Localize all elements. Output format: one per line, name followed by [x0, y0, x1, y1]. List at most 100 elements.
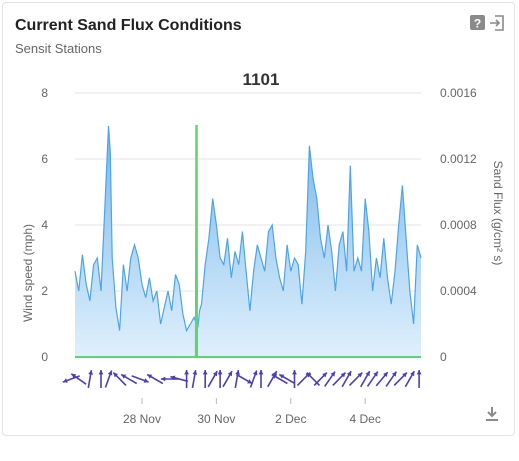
wind-direction-arrow — [360, 370, 371, 388]
arrow-head — [202, 370, 208, 375]
wind-direction-arrow — [207, 370, 218, 388]
arrow-head — [322, 372, 327, 378]
y-tick-label: 8 — [41, 86, 48, 100]
arrow-head — [227, 371, 232, 377]
y-tick-label: 2 — [41, 284, 48, 298]
arrow-head — [88, 370, 93, 375]
sand-flux-line — [75, 125, 421, 358]
arrow-head — [143, 378, 149, 383]
arrow-head — [252, 370, 258, 376]
y2-axis-label: Sand Flux (g/cm² s) — [491, 161, 505, 266]
wind-direction-arrow — [222, 370, 233, 388]
x-tick-label: 2 Dec — [275, 412, 306, 426]
wind-direction-arrow — [375, 371, 389, 387]
wind-direction-arrows — [62, 369, 422, 389]
x-tick-label: 28 Nov — [123, 412, 161, 426]
wind-direction-arrow — [271, 373, 288, 385]
wind-direction-arrow — [87, 369, 93, 389]
y-tick-label: 4 — [41, 218, 48, 232]
arrow-head — [279, 374, 285, 379]
arrow-head — [121, 374, 127, 379]
arrow-head — [365, 371, 370, 377]
y2-tick-label: 0 — [440, 350, 447, 364]
arrow-head — [160, 376, 166, 382]
arrow-head — [330, 371, 335, 377]
arrow-head — [402, 372, 407, 378]
wind-direction-arrow — [160, 376, 179, 382]
wind-direction-arrow — [70, 373, 87, 385]
arrow-head — [113, 372, 119, 378]
wind-direction-arrow — [234, 369, 240, 389]
arrow-head — [235, 370, 240, 375]
arrow-head — [373, 371, 378, 377]
wind-direction-arrow — [104, 370, 113, 388]
wind-direction-arrow — [341, 370, 352, 388]
wind-direction-arrow — [278, 373, 296, 385]
arrow-head — [62, 378, 68, 383]
arrow-head — [292, 370, 297, 375]
y2-ticks: 0 0.0004 0.0008 0.0012 0.0016 — [440, 86, 477, 364]
help-icon[interactable]: ? — [469, 14, 487, 32]
arrow-head — [383, 372, 388, 377]
x-ticks: 28 Nov 30 Nov 2 Dec 4 Dec — [123, 398, 381, 426]
y2-tick-label: 0.0012 — [440, 152, 477, 166]
wind-direction-arrow — [112, 372, 127, 386]
wind-direction-arrow — [385, 371, 398, 387]
y2-tick-label: 0.0008 — [440, 218, 477, 232]
wind-direction-arrow — [324, 371, 336, 387]
download-icon[interactable] — [483, 405, 501, 423]
y2-tick-label: 0.0016 — [440, 86, 477, 100]
wind-direction-arrow — [348, 372, 363, 386]
exit-icon[interactable] — [488, 14, 506, 32]
arrow-head — [391, 371, 397, 377]
arrow-head — [192, 370, 198, 375]
arrow-head — [357, 372, 363, 378]
wind-speed-area — [75, 126, 421, 357]
wind-direction-arrow — [393, 372, 408, 386]
y-ticks: 0 2 4 6 8 — [41, 86, 48, 364]
wind-direction-arrow — [332, 372, 347, 386]
arrow-head — [258, 370, 264, 375]
x-tick-label: 4 Dec — [350, 412, 381, 426]
wind-direction-arrow — [62, 375, 80, 383]
y-tick-label: 6 — [41, 152, 48, 166]
arrow-head — [271, 374, 277, 379]
wind-direction-arrow — [98, 370, 104, 388]
arrow-head — [306, 372, 312, 378]
wind-direction-arrow — [131, 375, 149, 383]
wind-direction-arrow — [306, 372, 321, 386]
arrow-head — [170, 375, 176, 381]
wind-direction-arrow — [313, 372, 328, 386]
arrow-head — [416, 370, 422, 375]
wind-direction-arrow — [249, 370, 258, 388]
wind-speed-line — [74, 125, 422, 333]
arrow-head — [71, 373, 77, 379]
wind-direction-arrow — [170, 375, 189, 383]
chart: 1101 Wind speed (mph) Sand Flux (g/cm² s… — [21, 70, 505, 426]
arrow-head — [147, 374, 153, 379]
arrow-head — [107, 370, 113, 376]
y2-tick-label: 0.0004 — [440, 284, 477, 298]
wind-direction-arrow — [416, 370, 422, 388]
x-tick-label: 30 Nov — [197, 412, 235, 426]
series-layer — [74, 125, 422, 358]
arrow-head — [410, 371, 415, 377]
wind-direction-arrow — [217, 370, 223, 388]
arrow-head — [340, 372, 346, 378]
y-axis-label: Wind speed (mph) — [21, 224, 35, 322]
arrow-head — [346, 371, 352, 377]
wind-direction-arrow — [202, 370, 208, 388]
chart-title: 1101 — [243, 70, 280, 89]
arrow-head — [212, 371, 218, 377]
card-subtitle: Sensit Stations — [15, 41, 102, 56]
wind-direction-arrow — [267, 370, 278, 388]
wind-direction-arrow — [258, 370, 264, 388]
arrow-head — [247, 379, 253, 384]
sand-flux-card: Current Sand Flux Conditions Sensit Stat… — [2, 2, 515, 436]
wind-direction-arrow — [146, 373, 164, 385]
wind-direction-arrow — [236, 373, 253, 385]
y-tick-label: 0 — [41, 350, 48, 364]
arrow-head — [217, 370, 223, 375]
wind-direction-arrow — [404, 370, 415, 388]
wind-direction-arrow — [292, 370, 297, 388]
